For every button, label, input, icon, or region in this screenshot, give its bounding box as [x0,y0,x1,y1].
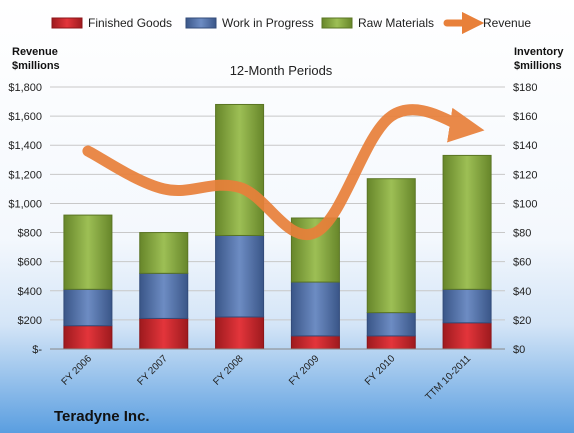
bar-finished-goods [63,325,113,350]
bar-work-in-progress [442,288,492,324]
left-tick-label: $1,600 [8,111,42,123]
company-name: Teradyne Inc. [54,408,150,425]
right-axis-label-line2: $millions [514,60,562,72]
right-tick-label: $80 [513,228,531,240]
left-tick-label: $400 [18,286,42,298]
revenue-line-layer [82,104,485,241]
bars [63,103,492,350]
revenue-line [82,104,485,241]
legend-swatch [51,17,83,29]
bar-raw-materials [366,178,416,314]
right-axis-label-line1: Inventory [514,46,564,58]
left-tick-label: $1,800 [8,82,42,94]
gridlines [50,86,505,350]
bar-work-in-progress [366,312,416,337]
bar-work-in-progress [139,272,189,319]
left-axis-label-line1: Revenue [12,46,58,58]
bar-work-in-progress [63,288,113,327]
left-tick-label: $- [32,344,42,356]
legend-label: Finished Goods [88,16,172,30]
bar-finished-goods [215,316,265,350]
right-tick-label: $20 [513,315,531,327]
bar-finished-goods [366,335,416,350]
chart-title: 12-Month Periods [230,63,333,78]
bar-raw-materials [63,214,113,290]
left-tick-label: $600 [18,257,42,269]
legend-label: Work in Progress [222,16,314,30]
right-tick-label: $140 [513,140,537,152]
right-tick-label: $100 [513,198,537,210]
bar-work-in-progress [290,281,340,337]
legend: Finished Goods Work in Progress Raw Materi… [51,11,531,35]
right-tick-label: $180 [513,82,537,94]
left-tick-label: $1,200 [8,169,42,181]
bar-raw-materials [442,154,492,290]
right-tick-label: $60 [513,257,531,269]
bar-raw-materials [215,103,265,236]
legend-label: Revenue [483,16,531,30]
left-tick-label: $1,400 [8,140,42,152]
right-tick-label: $0 [513,344,525,356]
bar-raw-materials [139,232,189,274]
right-tick-label: $120 [513,169,537,181]
legend-swatch [185,17,217,29]
bar-work-in-progress [215,234,265,318]
left-axis-label-line2: $millions [12,60,60,72]
bar-finished-goods [442,322,492,350]
left-tick-label: $800 [18,228,42,240]
bar-finished-goods [290,335,340,350]
legend-swatch [321,17,353,29]
right-tick-label: $40 [513,286,531,298]
bar-finished-goods [139,317,189,350]
right-tick-label: $160 [513,111,537,123]
legend-label: Raw Materials [358,16,434,30]
left-tick-label: $1,000 [8,198,42,210]
left-tick-label: $200 [18,315,42,327]
